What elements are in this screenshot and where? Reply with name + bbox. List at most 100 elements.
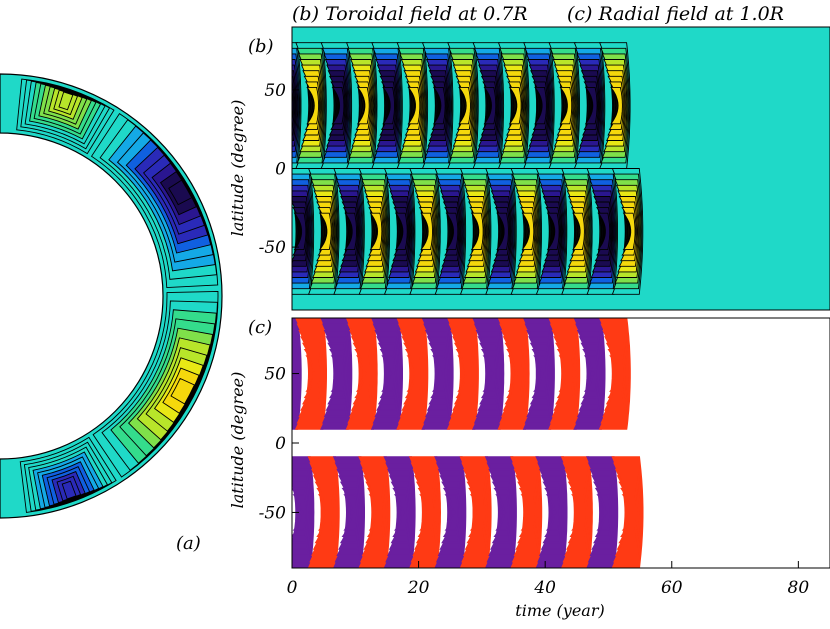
radial-contour <box>596 494 611 531</box>
panel-c-xlabel: time (year) <box>515 601 604 620</box>
radial-contour <box>355 355 371 392</box>
radial-contour <box>381 355 396 392</box>
radial-core-dot <box>438 371 443 376</box>
radial-core-dot <box>350 510 355 515</box>
xtick-label: 0 <box>287 578 298 598</box>
radial-contour <box>482 355 497 392</box>
radial-contour <box>292 323 301 424</box>
radial-core-dot <box>451 510 456 515</box>
radial-contour <box>292 336 298 411</box>
ytick-label: 50 <box>264 81 286 101</box>
meridional-panel: (a) <box>0 73 223 554</box>
ytick-label: -50 <box>259 238 287 258</box>
radial-contour <box>292 342 297 405</box>
toroidal-contour <box>584 86 598 125</box>
ytick-label: 0 <box>275 160 286 180</box>
radial-contour <box>431 355 447 392</box>
toroidal-contour <box>508 86 522 125</box>
radial-core-dot <box>375 510 380 515</box>
toroidal-contour <box>420 212 433 251</box>
toroidal-contour <box>356 86 370 125</box>
panel-b-label: (b) <box>248 36 274 57</box>
toroidal-contour <box>344 212 357 251</box>
radial-contour <box>292 355 295 392</box>
panel-b-title: (b) Toroidal field at 0.7R <box>292 3 528 25</box>
radial-contour <box>419 494 434 531</box>
toroidal-contour <box>572 212 585 251</box>
radial-core-dot <box>324 510 329 515</box>
radial-contour <box>368 494 383 531</box>
radial-contour <box>330 355 345 392</box>
radial-contour <box>444 494 459 531</box>
radial-core-dot <box>489 371 494 376</box>
radial-core-dot <box>400 510 405 515</box>
panel-c-title: (c) Radial field at 1.0R <box>567 3 784 25</box>
shell-contour <box>58 91 74 111</box>
toroidal-contour <box>483 86 497 125</box>
toroidal-contour <box>559 86 573 125</box>
ytick-label: 0 <box>275 434 286 454</box>
toroidal-contour <box>369 212 383 251</box>
xtick-label: 80 <box>788 578 810 598</box>
radial-contour <box>621 494 636 531</box>
radial-contour <box>571 494 586 531</box>
radial-contour <box>457 355 472 392</box>
shell-contour <box>61 480 77 500</box>
radial-core-dot <box>565 371 570 376</box>
toroidal-field-panel: 50 0 -50 (b) latitude (degree) <box>228 26 830 311</box>
radial-core-dot <box>312 371 317 376</box>
radial-core-dot <box>502 510 507 515</box>
xtick-label: 40 <box>533 578 556 598</box>
shell-contours <box>0 73 223 519</box>
xtick-label: 20 <box>407 578 430 598</box>
toroidal-contour <box>306 86 320 125</box>
radial-core-dot <box>388 371 393 376</box>
radial-core-dot <box>628 510 633 515</box>
toroidal-contour <box>597 212 611 251</box>
toroidal-contour <box>293 212 307 251</box>
radial-contour <box>292 494 307 531</box>
panel-c-ylabel: latitude (degree) <box>228 372 247 509</box>
radial-core-dot <box>413 371 418 376</box>
radial-contour <box>406 355 421 392</box>
radial-core-dot <box>527 510 532 515</box>
radial-contour <box>545 494 561 531</box>
toroidal-contour <box>318 212 332 251</box>
radial-contour <box>583 355 598 392</box>
radial-core-dot <box>426 510 431 515</box>
toroidal-contour <box>382 86 395 125</box>
toroidal-contour <box>394 212 408 251</box>
radial-core-dot <box>362 371 367 376</box>
xtick-label: 60 <box>661 578 683 598</box>
radial-contour <box>393 494 409 531</box>
radial-core-dot <box>287 372 291 376</box>
radial-core-dot <box>603 510 608 515</box>
radial-contour <box>343 494 358 531</box>
radial-core-dot <box>476 510 481 515</box>
panel-b-ylabel: latitude (degree) <box>228 100 247 237</box>
radial-field-panel: 50 0 -50 0 20 40 60 80 (c) latitude (degree) ti… <box>228 317 830 620</box>
radial-contour <box>495 494 510 531</box>
toroidal-contour <box>445 212 459 251</box>
radial-core-dot <box>540 371 545 376</box>
radial-core-dot <box>464 371 469 376</box>
toroidal-contour <box>534 86 547 125</box>
toroidal-contour <box>407 86 421 125</box>
radial-contour <box>317 494 333 531</box>
radial-contours <box>287 318 644 568</box>
radial-contour <box>609 355 624 392</box>
radial-contour <box>469 494 485 531</box>
radial-core-dot <box>299 510 304 515</box>
panel-a-label: (a) <box>176 533 201 554</box>
toroidal-contour <box>546 212 560 251</box>
toroidal-contour <box>610 86 623 125</box>
toroidal-contour <box>432 86 446 125</box>
shell-contour <box>168 179 193 206</box>
panel-c-label: (c) <box>248 317 272 338</box>
toroidal-contour <box>496 212 509 251</box>
radial-contour <box>558 355 573 392</box>
radial-contour <box>533 355 548 392</box>
toroidal-contour <box>458 86 471 125</box>
panel-b-yticks: 50 0 -50 <box>259 81 299 258</box>
